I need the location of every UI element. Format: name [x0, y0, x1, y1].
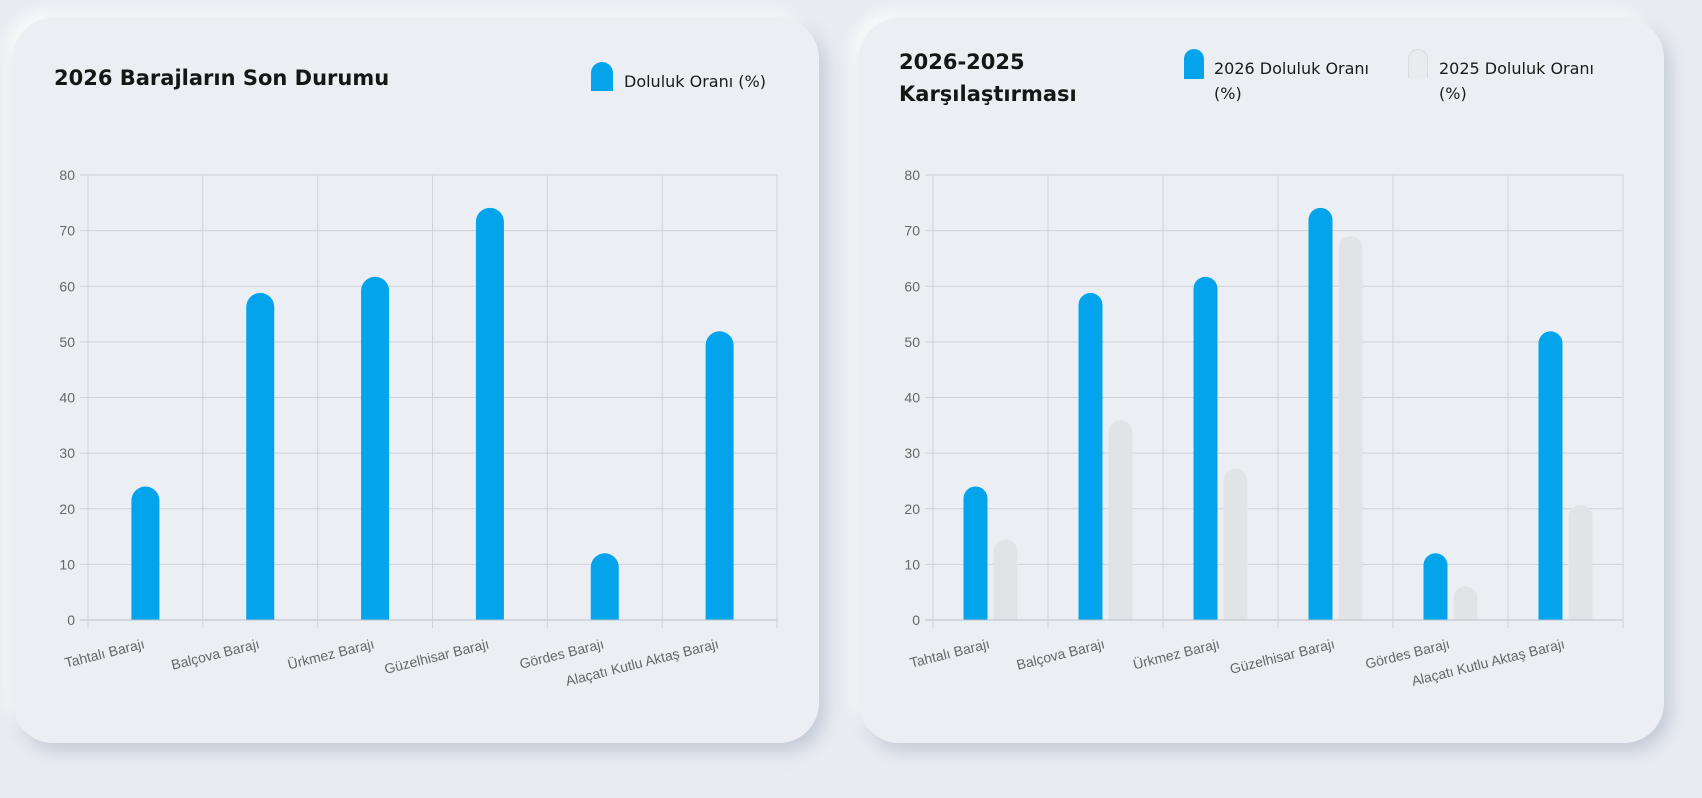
- fill-rate-chart-card: 2026 Barajların Son Durumu Doluluk Oranı…: [13, 18, 819, 743]
- x-tick-label: Güzelhisar Barajı: [1228, 635, 1336, 677]
- y-tick-label: 10: [59, 556, 75, 572]
- y-tick-label: 50: [59, 334, 75, 350]
- bar: [1193, 276, 1218, 620]
- bar: [1078, 292, 1103, 620]
- bar: [131, 486, 160, 620]
- x-tick-label: Ürkmez Barajı: [1131, 634, 1221, 672]
- legend-swatch-icon: [1408, 49, 1428, 78]
- y-tick-label: 40: [59, 390, 75, 406]
- bar: [246, 292, 275, 620]
- x-tick-label: Tahtalı Barajı: [908, 635, 991, 670]
- bar: [361, 276, 390, 620]
- legend-swatch-icon: [591, 62, 613, 91]
- legend-label-line: (%): [1214, 84, 1242, 103]
- x-tick-label: Balçova Barajı: [1015, 635, 1106, 672]
- y-tick-label: 70: [59, 223, 75, 239]
- bar: [1568, 504, 1593, 620]
- legend-swatch-icon: [1184, 49, 1204, 79]
- bar: [1223, 468, 1248, 620]
- legend-label-line: (%): [1439, 84, 1467, 103]
- chart-title: 2026 Barajların Son Durumu: [54, 66, 390, 90]
- y-tick-label: 80: [904, 167, 920, 183]
- chart-2: 0 10 20 30 40 50 60 70 80 Tahtalı Barajı Balçova B…: [904, 167, 1624, 689]
- y-tick-label: 0: [912, 612, 920, 628]
- y-tick-label: 30: [904, 445, 920, 461]
- bar: [1538, 331, 1563, 620]
- bar: [705, 331, 734, 620]
- x-tick-label: Güzelhisar Barajı: [383, 635, 491, 677]
- bar: [1338, 236, 1363, 620]
- legend-label-line: 2025 Doluluk Oranı: [1439, 59, 1594, 78]
- legend-label: 2025 Doluluk Oranı (%): [1439, 56, 1594, 106]
- x-tick-label: Balçova Barajı: [170, 635, 261, 672]
- y-tick-label: 60: [904, 278, 920, 294]
- y-tick-label: 10: [904, 556, 920, 572]
- chart-title: 2026-2025 Karşılaştırması: [899, 46, 1077, 110]
- y-tick-label: 40: [904, 390, 920, 406]
- bar: [590, 553, 619, 620]
- chart-1: 0 10 20 30 40 50 60 70 80 Tahtalı Barajı Balçova B…: [59, 167, 778, 689]
- y-tick-label: 30: [59, 445, 75, 461]
- bar: [1423, 553, 1448, 620]
- chart-title-line-1: 2026-2025: [899, 50, 1025, 74]
- bar: [475, 207, 504, 620]
- y-tick-label: 60: [59, 278, 75, 294]
- y-tick-label: 70: [904, 223, 920, 239]
- bar: [1308, 207, 1333, 620]
- x-tick-label: Tahtalı Barajı: [63, 635, 146, 670]
- bar: [1453, 586, 1478, 620]
- y-tick-label: 20: [904, 501, 920, 517]
- bar: [993, 539, 1018, 620]
- y-tick-label: 20: [59, 501, 75, 517]
- bar: [963, 486, 988, 620]
- legend-label-line: 2026 Doluluk Oranı: [1214, 59, 1369, 78]
- legend-label: 2026 Doluluk Oranı (%): [1214, 56, 1369, 106]
- bar: [1108, 420, 1133, 620]
- y-tick-label: 80: [59, 167, 75, 183]
- x-tick-label: Ürkmez Barajı: [286, 634, 376, 672]
- chart-title-line-2: Karşılaştırması: [899, 82, 1077, 106]
- y-tick-label: 50: [904, 334, 920, 350]
- y-tick-label: 0: [67, 612, 75, 628]
- comparison-chart-card: 2026-2025 Karşılaştırması 2026 Doluluk O…: [859, 18, 1664, 743]
- legend-label: Doluluk Oranı (%): [624, 72, 766, 91]
